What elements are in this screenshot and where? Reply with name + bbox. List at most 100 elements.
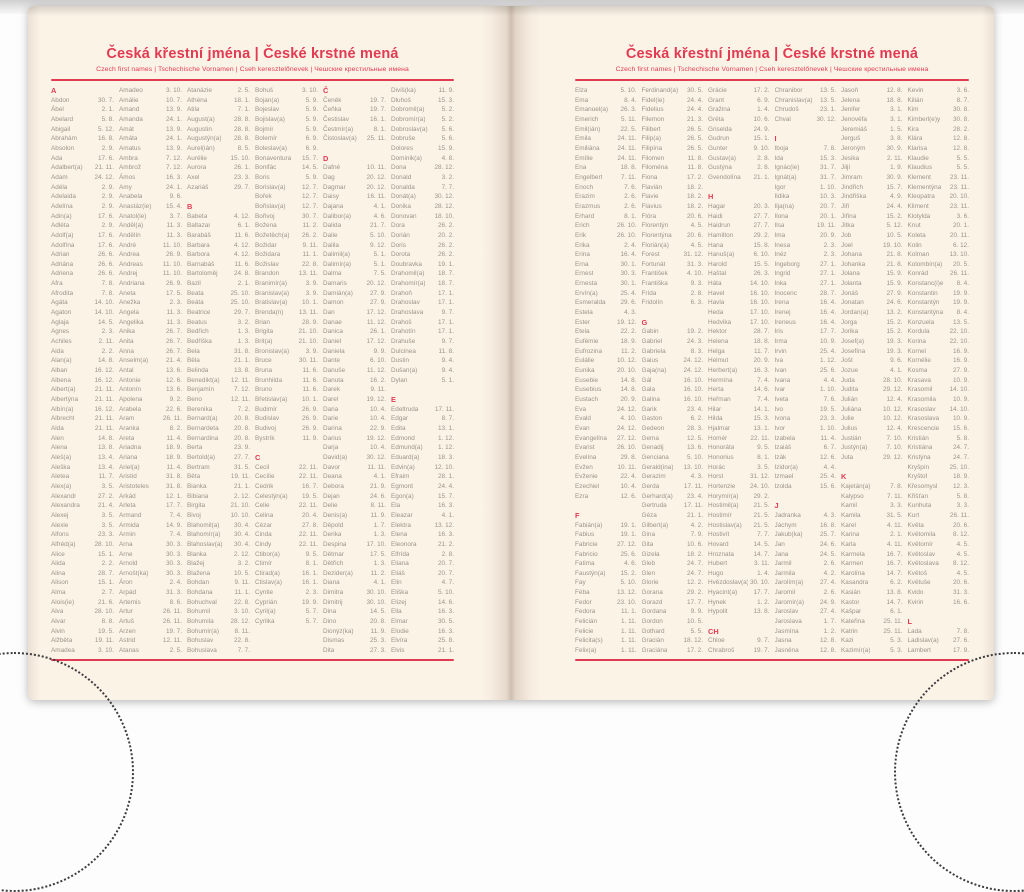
name-entry: Ladislav(a) 27. 6.: [908, 636, 970, 646]
entry-date: 20. 10.: [616, 367, 637, 375]
entry-date: 9. 7.: [757, 637, 770, 645]
entry-date: 19. 1.: [620, 521, 637, 529]
entry-name: Eufémie: [575, 338, 599, 346]
entry-date: 1. 4.: [757, 569, 770, 577]
entry-name: Božidar: [255, 241, 277, 249]
name-entry: Drahomír(a) 18. 7.: [391, 279, 454, 289]
name-entry: Božetěch(a) 26. 2.: [255, 231, 318, 241]
entry-date: 8. 1.: [624, 212, 637, 220]
entry-name: Amy: [119, 183, 132, 191]
entry-date: 1. 3.: [373, 560, 386, 568]
entry-name: Deana: [323, 473, 342, 481]
name-entry: Dita 27. 3.: [323, 646, 386, 656]
entry-date: 20. 8.: [234, 415, 250, 423]
name-entry: Axel 23. 3.: [187, 173, 250, 183]
entry-name: Gabriel: [641, 338, 663, 346]
entry-date: 1. 4.: [757, 106, 770, 114]
name-entry: Kunhuta 3. 3.: [908, 501, 970, 511]
entry-name: Gertruda: [641, 502, 667, 510]
name-entry: Dominik(a) 4. 8.: [391, 154, 454, 164]
name-entry: Griselda 24. 9.: [708, 125, 770, 135]
entry-name: Griselda: [708, 125, 732, 133]
entry-date: 28. 12.: [434, 164, 454, 172]
name-entry: Hugo 1. 4.: [708, 569, 770, 579]
name-entry: Florián(a) 4. 5.: [642, 241, 704, 251]
entry-name: Bratislav(a): [255, 299, 288, 307]
name-entry: Gustýna 2. 8.: [708, 163, 770, 173]
name-entry: Alida 2. 2.: [51, 559, 114, 569]
entry-date: 2. 1.: [237, 280, 250, 288]
entry-name: Aleška: [51, 463, 71, 471]
name-entry: Gaius 24. 12.: [642, 356, 704, 366]
entry-name: Dobromil(a): [391, 106, 425, 114]
entry-date: 31. 12.: [683, 251, 703, 259]
name-column: Bohuš 3. 10. Bojan(a) 5. 9. Bojeslav 5. 9. Boj…: [255, 86, 318, 657]
entry-name: Julie: [841, 415, 855, 423]
entry-name: Artemis: [119, 598, 141, 606]
bottom-rule: [51, 658, 454, 661]
entry-date: 14. 10.: [949, 386, 969, 394]
name-entry: Kašpar 6. 1.: [841, 607, 903, 617]
entry-name: Gorazd: [641, 598, 663, 606]
entry-date: 12. 6.: [166, 376, 182, 384]
name-entry: Dětmar 17. 5.: [323, 550, 386, 560]
name-column: Diviš(ka) 11. 9. Dluhoš 15. 3. Dobromil(a) 5.…: [391, 86, 454, 657]
entry-name: Brian: [255, 318, 270, 326]
entry-name: Chval: [774, 115, 791, 123]
entry-name: Bohumír(a): [187, 627, 219, 635]
entry-name: Beáta: [187, 299, 204, 307]
name-entry: Artemis 8. 6.: [119, 598, 182, 608]
entry-name: Aram: [119, 415, 135, 423]
entry-name: Gerald(ina): [641, 463, 674, 471]
name-entry: Igor 1. 10.: [775, 183, 837, 193]
entry-name: Filomen: [641, 154, 665, 162]
entry-name: Inocenc: [774, 289, 797, 297]
name-entry: Cyrilka 5. 7.: [255, 617, 318, 627]
name-entry: Božena 11. 2.: [255, 221, 318, 231]
name-entry: Antonie 12. 6.: [119, 376, 182, 386]
entry-name: Etela: [575, 328, 590, 336]
entry-date: 4. 5.: [690, 241, 703, 249]
entry-name: Dimitra: [323, 589, 344, 597]
entry-date: 2. 11.: [886, 154, 903, 162]
name-entry: Diana 4. 1.: [323, 578, 386, 588]
entry-name: Achiles: [51, 338, 72, 346]
entry-date: 23. 11.: [949, 173, 969, 181]
entry-name: Atila: [187, 106, 200, 114]
name-entry: Heřman 7. 4.: [708, 395, 770, 405]
entry-name: Berenika: [187, 405, 213, 413]
name-entry: Inka 27. 1.: [775, 279, 837, 289]
entry-name: Danae: [323, 318, 342, 326]
entry-date: 3. 11.: [753, 560, 770, 568]
entry-name: Ivo: [774, 405, 784, 413]
entry-name: Izabela: [774, 434, 796, 442]
entry-name: Elfrída: [391, 550, 410, 558]
entry-date: 31. 7.: [820, 164, 836, 172]
entry-name: Anna: [119, 347, 134, 355]
name-entry: Atila 7. 1.: [187, 105, 250, 115]
name-entry: Ivona 23. 3.: [775, 414, 837, 424]
entry-date: 8. 7.: [441, 415, 454, 423]
entry-date: 21. 11.: [94, 386, 114, 394]
entry-date: 8. 11.: [370, 502, 386, 510]
entry-name: Dušan(a): [391, 367, 418, 375]
entry-name: Juda: [841, 376, 855, 384]
entry-name: Berta: [187, 444, 203, 452]
name-entry: Armida 14. 9.: [119, 521, 182, 531]
entry-date: 17. 6.: [98, 212, 114, 220]
entry-date: 13. 11.: [298, 270, 318, 278]
name-entry: Krasomil 14. 10.: [908, 385, 970, 395]
entry-name: Irma: [774, 338, 788, 346]
spacer-row: [575, 501, 637, 511]
name-entry: Hostimil(a) 21. 5.: [708, 501, 770, 511]
entry-name: Elvis: [391, 647, 405, 655]
entry-date: 7. 4.: [757, 396, 770, 403]
entry-date: 7. 11.: [886, 492, 903, 500]
entry-date: 22. 2.: [620, 328, 637, 336]
entry-date: 13. 2.: [886, 309, 903, 317]
entry-date: 15. 3.: [753, 415, 770, 423]
entry-date: 4. 5.: [956, 540, 969, 548]
name-entry: Andělín 11. 3.: [119, 231, 182, 241]
name-entry: Adolfína 17. 6.: [51, 241, 114, 251]
name-entry: Kazimír(a) 5. 3.: [841, 646, 903, 656]
